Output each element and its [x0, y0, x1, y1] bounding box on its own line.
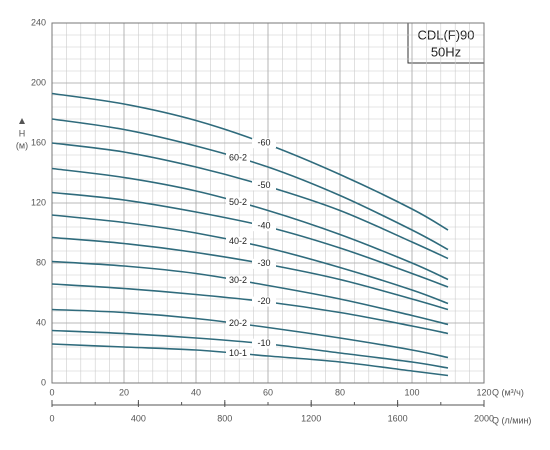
- curve-label-bg: [226, 153, 250, 164]
- y-axis-title: H: [19, 128, 26, 138]
- y-tick-label: 40: [36, 317, 46, 327]
- curve-label: -40: [257, 221, 270, 231]
- badge-box: [407, 22, 485, 64]
- curve-label: 10-1: [229, 348, 247, 358]
- x-tick-label: 0: [49, 387, 54, 397]
- curve-label: 60-2: [229, 153, 247, 163]
- x-tick-label: 100: [404, 387, 419, 397]
- x2-tick-label: 2000: [474, 413, 494, 423]
- y-tick-label: 0: [41, 377, 46, 387]
- curve-label: 50-2: [229, 197, 247, 207]
- curve-label-bg: [252, 138, 276, 149]
- badge-freq: 50Hz: [431, 44, 461, 59]
- pump-curve: [51, 343, 449, 377]
- curve-label-bg: [252, 258, 276, 269]
- y-axis-unit: (м): [16, 140, 28, 150]
- curve-label-bg: [252, 296, 276, 307]
- y-tick-label: 160: [31, 137, 46, 147]
- curve-label-bg: [226, 236, 250, 247]
- x2-tick-label: 400: [131, 413, 146, 423]
- curve-label: 40-2: [229, 236, 247, 246]
- curve-label: -20: [257, 296, 270, 306]
- curve-label-bg: [226, 197, 250, 208]
- curve-label: -10: [257, 338, 270, 348]
- x2-tick-label: 0: [49, 413, 54, 423]
- curve-label: 20-2: [229, 318, 247, 328]
- pump-curve: [51, 167, 449, 281]
- x2-tick-label: 1600: [388, 413, 408, 423]
- x2-tick-label: 800: [217, 413, 232, 423]
- x-tick-label: 80: [335, 387, 345, 397]
- x-axis-title: Q (м³/ч): [492, 387, 524, 397]
- pump-curve: [51, 118, 449, 251]
- x2-tick-label: 1200: [301, 413, 321, 423]
- x-tick-label: 40: [191, 387, 201, 397]
- curve-label: -60: [257, 138, 270, 148]
- y-arrow: [19, 118, 25, 124]
- pump-curve: [51, 308, 449, 359]
- curve-label: -50: [257, 180, 270, 190]
- x-tick-label: 20: [119, 387, 129, 397]
- y-tick-label: 240: [31, 17, 46, 27]
- curve-label-bg: [252, 221, 276, 232]
- x2-axis-title: Q (л/мин): [492, 415, 531, 425]
- x-tick-label: 120: [476, 387, 491, 397]
- curve-label-bg: [226, 318, 250, 329]
- y-tick-label: 120: [31, 197, 46, 207]
- curve-label-bg: [252, 338, 276, 349]
- y-tick-label: 200: [31, 77, 46, 87]
- curve-label: -30: [257, 258, 270, 268]
- y-tick-label: 80: [36, 257, 46, 267]
- curve-label-bg: [226, 348, 250, 359]
- x-tick-label: 60: [263, 387, 273, 397]
- pump-curve: [51, 260, 449, 326]
- curve-label-bg: [226, 275, 250, 286]
- curve-label: 30-2: [229, 275, 247, 285]
- curve-label-bg: [252, 180, 276, 191]
- pump-curve: [51, 214, 449, 305]
- plot-frame: [51, 22, 485, 384]
